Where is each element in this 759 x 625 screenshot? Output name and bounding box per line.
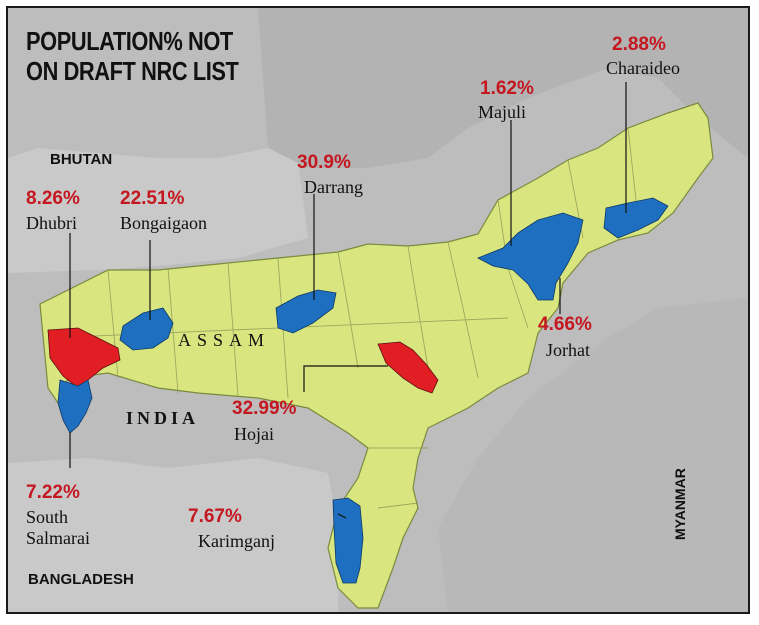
map-title-line1: POPULATION% NOT (26, 26, 233, 56)
darrang-percent: 30.9% (297, 152, 351, 173)
bhutan-label: BHUTAN (50, 151, 113, 168)
south-salmarai-percent: 7.22% (26, 482, 80, 503)
charaideo-district (603, 197, 669, 239)
majuli-district (477, 212, 584, 301)
hojai-percent: 32.99% (232, 398, 297, 419)
south-salmarai-name-line2: Salmarai (26, 528, 90, 548)
district-boundaries (47, 127, 639, 509)
assam-label: ASSAM (178, 330, 271, 350)
bangladesh-label: BANGLADESH (28, 571, 134, 588)
bongaigaon-percent: 22.51% (120, 188, 185, 209)
myanmar-region (438, 298, 748, 612)
charaideo-percent: 2.88% (612, 34, 666, 55)
dhubri-name: Dhubri (26, 213, 77, 233)
darrang-district (275, 289, 337, 334)
majuli-name: Majuli (478, 102, 526, 122)
darrang-name: Darrang (304, 177, 363, 197)
myanmar-label: MYANMAR (672, 468, 688, 540)
hojai-name: Hojai (234, 424, 274, 444)
south-salmarai-district (57, 379, 93, 434)
jorhat-percent: 4.66% (538, 314, 592, 335)
china-region (258, 8, 748, 168)
jorhat-name: Jorhat (546, 340, 590, 360)
map-frame: POPULATION% NOT ON DRAFT NRC LIST BHUTAN… (6, 6, 750, 614)
hojai-district (377, 341, 439, 394)
map-canvas (8, 8, 748, 612)
india-label: INDIA (126, 408, 200, 428)
majuli-percent: 1.62% (480, 78, 534, 99)
map-title-line2: ON DRAFT NRC LIST (26, 56, 239, 86)
dhubri-district (47, 327, 121, 389)
south-salmarai-name-line1: South (26, 507, 69, 527)
karimganj-district (332, 497, 364, 584)
dhubri-percent: 8.26% (26, 188, 80, 209)
bangladesh-region (8, 458, 338, 612)
bongaigaon-name: Bongaigaon (120, 213, 207, 233)
map-title: POPULATION% NOT ON DRAFT NRC LIST (26, 26, 239, 86)
leader-lines (69, 82, 627, 519)
karimganj-percent: 7.67% (188, 506, 242, 527)
karimganj-name: Karimganj (198, 531, 275, 551)
charaideo-name: Charaideo (606, 58, 680, 78)
bhutan-region (8, 148, 308, 273)
